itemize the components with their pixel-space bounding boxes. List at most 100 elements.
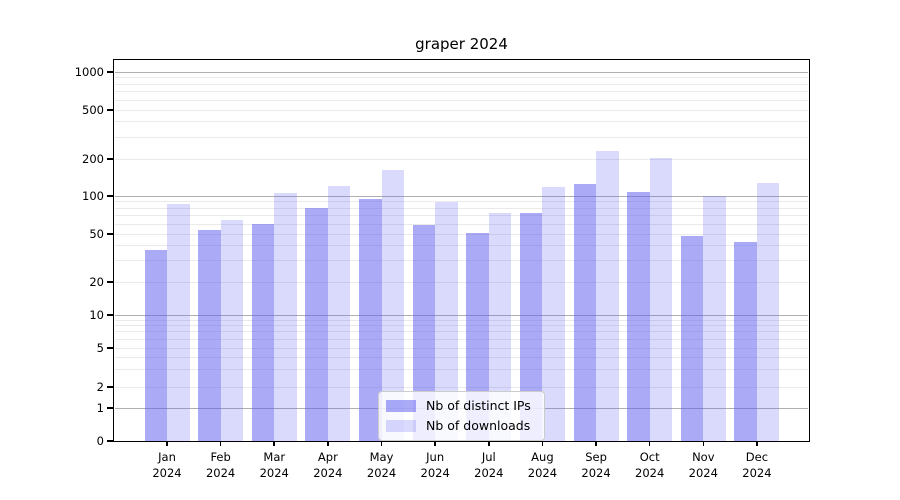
- y-tick: [107, 440, 113, 442]
- minor-gridline: [115, 158, 808, 160]
- y-tick: [107, 314, 113, 316]
- x-tick-label: Aug 2024: [527, 450, 558, 480]
- y-tick-label: 2: [96, 380, 104, 394]
- minor-gridline: [115, 109, 808, 111]
- bar-downloads: [649, 157, 673, 441]
- x-tick: [648, 441, 651, 446]
- minor-gridline: [115, 338, 808, 340]
- y-tick: [107, 233, 113, 235]
- bar-downloads: [542, 187, 565, 441]
- minor-gridline: [115, 223, 808, 225]
- legend-item-distinct-ips: Nb of distinct IPs: [386, 398, 531, 413]
- x-tick: [702, 441, 705, 446]
- major-gridline: [115, 195, 808, 197]
- bar-distinct-ips: [627, 191, 650, 441]
- minor-gridline: [115, 260, 808, 262]
- y-tick-label: 50: [89, 227, 104, 241]
- y-tick-label: 500: [82, 103, 104, 117]
- minor-gridline: [115, 369, 808, 371]
- x-tick-label: Jan 2024: [152, 450, 182, 480]
- y-tick: [107, 407, 113, 409]
- bar-distinct-ips: [198, 229, 221, 441]
- minor-gridline: [115, 99, 808, 101]
- y-tick-label: 10: [89, 308, 104, 322]
- x-tick: [541, 441, 544, 446]
- y-tick-label: 5: [96, 341, 104, 355]
- chart-title: graper 2024: [415, 35, 508, 53]
- x-tick-label: Apr 2024: [313, 450, 343, 480]
- bar-distinct-ips: [573, 183, 597, 441]
- legend-item-downloads: Nb of downloads: [386, 418, 531, 433]
- y-tick: [107, 386, 113, 388]
- x-tick: [166, 441, 168, 446]
- x-tick-label: Mar 2024: [259, 450, 289, 480]
- minor-gridline: [115, 77, 808, 79]
- minor-gridline: [115, 233, 808, 235]
- legend-swatch-downloads-icon: [386, 419, 416, 432]
- minor-gridline: [115, 319, 808, 321]
- x-tick: [273, 441, 276, 446]
- bar-downloads: [756, 183, 780, 441]
- x-tick: [756, 441, 758, 446]
- bar-distinct-ips: [734, 241, 757, 441]
- minor-gridline: [115, 121, 808, 123]
- y-tick-label: 0: [96, 434, 104, 448]
- x-tick-label: Nov 2024: [688, 450, 718, 480]
- minor-gridline: [115, 136, 808, 138]
- minor-gridline: [115, 386, 808, 388]
- x-tick-label: Oct 2024: [635, 450, 665, 480]
- x-tick: [380, 441, 383, 446]
- major-gridline: [115, 71, 808, 73]
- y-tick: [107, 109, 113, 111]
- bar-distinct-ips: [519, 213, 543, 441]
- x-tick-label: Dec 2024: [742, 450, 772, 480]
- minor-gridline: [115, 201, 808, 203]
- minor-gridline: [115, 356, 808, 358]
- minor-gridline: [115, 215, 808, 217]
- bar-distinct-ips: [412, 224, 436, 441]
- major-gridline: [115, 314, 808, 316]
- x-tick: [327, 441, 329, 446]
- y-tick: [107, 158, 113, 160]
- x-tick: [487, 441, 490, 446]
- bar-distinct-ips: [305, 207, 328, 441]
- minor-gridline: [115, 325, 808, 327]
- bar-distinct-ips: [144, 249, 167, 441]
- y-tick: [107, 281, 113, 283]
- minor-gridline: [115, 83, 808, 85]
- bar-downloads: [703, 196, 726, 441]
- minor-gridline: [115, 245, 808, 247]
- legend-swatch-ips-icon: [386, 399, 416, 412]
- bar-downloads: [167, 203, 190, 441]
- y-tick-label: 1: [96, 401, 104, 415]
- y-tick-label: 200: [82, 152, 104, 166]
- x-tick-label: Feb 2024: [205, 450, 236, 480]
- x-tick-label: Jun 2024: [420, 450, 450, 480]
- legend-label-downloads: Nb of downloads: [426, 418, 531, 433]
- y-tick: [107, 71, 113, 73]
- y-tick-label: 100: [82, 189, 104, 203]
- bar-distinct-ips: [251, 224, 275, 441]
- bar-downloads: [596, 151, 619, 441]
- bar-downloads: [435, 202, 458, 441]
- bar-downloads: [488, 212, 512, 441]
- bar-distinct-ips: [466, 232, 489, 441]
- bar-downloads: [220, 219, 244, 441]
- minor-gridline: [115, 91, 808, 93]
- y-tick: [107, 347, 113, 349]
- minor-gridline: [115, 281, 808, 283]
- bar-downloads: [381, 170, 405, 441]
- y-tick-label: 1000: [74, 65, 104, 79]
- x-tick-label: May 2024: [366, 450, 397, 480]
- bar-distinct-ips: [680, 236, 704, 441]
- minor-gridline: [115, 207, 808, 209]
- x-tick: [434, 441, 436, 446]
- bar-distinct-ips: [359, 199, 382, 441]
- x-tick-label: Jul 2024: [474, 450, 504, 480]
- minor-gridline: [115, 347, 808, 349]
- bar-downloads: [274, 193, 297, 441]
- legend: Nb of distinct IPs Nb of downloads: [378, 391, 545, 441]
- y-tick-label: 20: [89, 275, 104, 289]
- legend-label-distinct-ips: Nb of distinct IPs: [426, 398, 531, 413]
